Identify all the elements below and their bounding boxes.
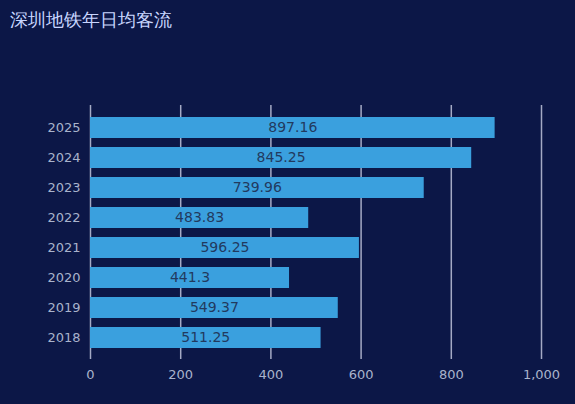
svg-text:897.16: 897.16 bbox=[268, 119, 317, 135]
svg-text:2025: 2025 bbox=[47, 120, 80, 135]
svg-text:1,000: 1,000 bbox=[523, 367, 560, 382]
svg-text:596.25: 596.25 bbox=[200, 239, 249, 255]
svg-text:441.3: 441.3 bbox=[170, 269, 210, 285]
svg-text:800: 800 bbox=[439, 367, 464, 382]
svg-text:200: 200 bbox=[168, 367, 193, 382]
svg-text:600: 600 bbox=[349, 367, 374, 382]
svg-text:2021: 2021 bbox=[47, 240, 80, 255]
svg-text:0: 0 bbox=[86, 367, 94, 382]
svg-text:483.83: 483.83 bbox=[175, 209, 224, 225]
svg-text:2018: 2018 bbox=[47, 330, 80, 345]
svg-text:739.96: 739.96 bbox=[233, 179, 282, 195]
svg-text:511.25: 511.25 bbox=[181, 329, 230, 345]
svg-text:845.25: 845.25 bbox=[257, 149, 306, 165]
svg-text:400: 400 bbox=[258, 367, 283, 382]
html-text:深圳地铁年日均客流: 深圳地铁年日均客流 bbox=[10, 9, 172, 30]
svg-text:2022: 2022 bbox=[47, 210, 80, 225]
svg-text:2023: 2023 bbox=[47, 180, 80, 195]
svg-text:2020: 2020 bbox=[47, 270, 80, 285]
svg-text:2019: 2019 bbox=[47, 300, 80, 315]
svg-text:549.37: 549.37 bbox=[190, 299, 239, 315]
svg-text:2024: 2024 bbox=[47, 150, 80, 165]
